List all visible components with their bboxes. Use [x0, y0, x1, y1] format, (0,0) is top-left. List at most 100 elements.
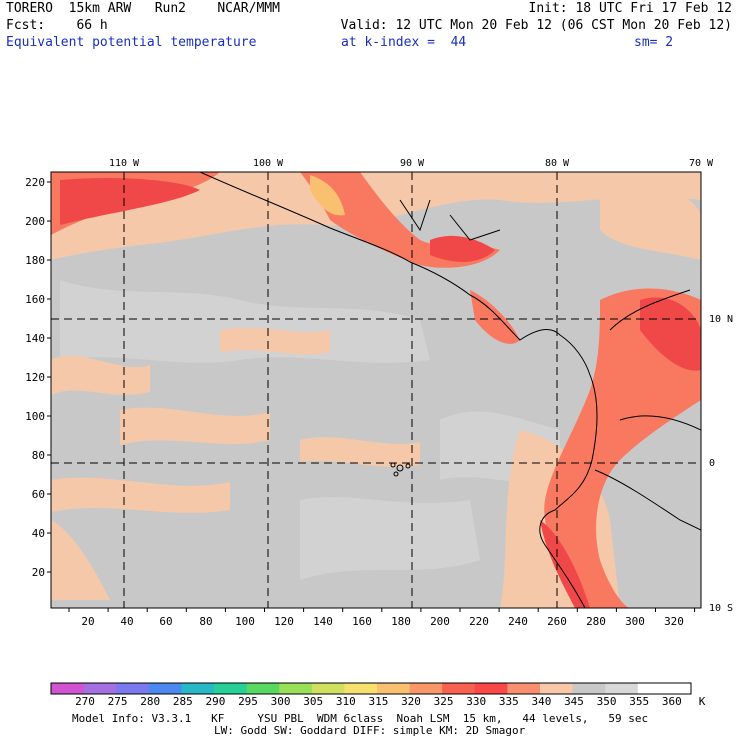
legend-label: 320 [401, 695, 421, 708]
x-tick-label: 260 [547, 615, 567, 628]
level-label: at k-index = 44 [341, 35, 467, 50]
lon-label: 70 W [689, 158, 714, 169]
legend-color-box [83, 683, 117, 694]
y-tick-label: 100 [25, 410, 45, 423]
legend-color-box [344, 683, 378, 694]
legend-label: 350 [597, 695, 617, 708]
legend-label: 275 [108, 695, 128, 708]
model-run-title: TORERO 15km ARW Run2 NCAR/MMM [6, 1, 280, 16]
legend-label: 280 [140, 695, 160, 708]
legend-label: 325 [434, 695, 454, 708]
lon-label: 110 W [109, 158, 140, 169]
x-tick-label: 40 [120, 615, 133, 628]
legend-label: 270 [75, 695, 95, 708]
legend-color-box [148, 683, 182, 694]
legend-label: 340 [531, 695, 551, 708]
x-tick-label: 120 [274, 615, 294, 628]
legend-color-box [116, 683, 150, 694]
legend-color-box [181, 683, 215, 694]
x-tick-label: 20 [81, 615, 94, 628]
y-tick-label: 40 [32, 527, 45, 540]
x-tick-label: 200 [430, 615, 450, 628]
y-tick-marks [47, 181, 51, 573]
legend-labels: 270 275 280 285 290 295 300 305 310 315 320 325 330 3… [75, 695, 682, 708]
y-tick-label: 60 [32, 488, 45, 501]
x-tick-label: 80 [199, 615, 212, 628]
lon-label: 80 W [545, 158, 570, 169]
legend-color-box [474, 683, 508, 694]
valid-time: Valid: 12 UTC Mon 20 Feb 12 (06 CST Mon … [340, 18, 732, 33]
y-tick-label: 160 [25, 293, 45, 306]
legend-label: 310 [336, 695, 356, 708]
y-axis-labels: 20 40 60 80 100 120 140 160 180 200 220 [25, 176, 45, 579]
legend-label: 305 [303, 695, 323, 708]
x-axis-labels: 20 40 60 80 100 120 140 160 180 200 220 … [81, 615, 684, 628]
legend-label: 330 [466, 695, 486, 708]
field-355-patches [60, 280, 560, 580]
lon-label: 100 W [253, 158, 284, 169]
field-name: Equivalent potential temperature [6, 35, 257, 50]
legend-label: 315 [368, 695, 388, 708]
x-tick-label: 160 [352, 615, 372, 628]
y-tick-label: 200 [25, 215, 45, 228]
plot-frame [50, 171, 702, 609]
color-legend [51, 683, 671, 694]
lat-label: 0 [709, 458, 715, 469]
latitude-labels: 10 N 0 10 S [709, 314, 733, 614]
legend-label: 300 [271, 695, 291, 708]
legend-color-box [572, 683, 606, 694]
legend-color-box [51, 683, 85, 694]
field-335-cores [60, 178, 701, 608]
legend-color-box [377, 683, 411, 694]
x-tick-label: 140 [313, 615, 333, 628]
x-tick-label: 240 [508, 615, 528, 628]
legend-color-box [637, 683, 671, 694]
legend-color-box [409, 683, 443, 694]
y-tick-label: 20 [32, 566, 45, 579]
y-tick-label: 180 [25, 254, 45, 267]
coastlines [199, 172, 701, 608]
legend-unit: K [699, 695, 706, 708]
lat-label: 10 S [709, 603, 733, 614]
forecast-hour: Fcst: 66 h [6, 18, 108, 33]
legend-label: 285 [173, 695, 193, 708]
lon-label: 90 W [400, 158, 425, 169]
y-tick-label: 120 [25, 371, 45, 384]
y-tick-label: 220 [25, 176, 45, 189]
latlon-grid [51, 172, 701, 608]
smoothing-label: sm= 2 [634, 35, 674, 50]
legend-color-box [279, 683, 313, 694]
x-tick-label: 280 [586, 615, 606, 628]
legend-color-box [214, 683, 248, 694]
lat-label: 10 N [709, 314, 733, 325]
legend-color-box [540, 683, 574, 694]
legend-label: 355 [629, 695, 649, 708]
legend-color-box [311, 683, 345, 694]
init-time: Init: 18 UTC Fri 17 Feb 12 [528, 1, 733, 16]
legend-color-box [246, 683, 280, 694]
legend-label: 360 [662, 695, 682, 708]
field-320-highlight [310, 175, 345, 216]
x-tick-label: 180 [391, 615, 411, 628]
legend-label: 295 [238, 695, 258, 708]
y-tick-label: 80 [32, 449, 45, 462]
x-tick-label: 100 [235, 615, 255, 628]
x-tick-marks [68, 608, 696, 612]
legend-frame [50, 682, 692, 695]
legend-label: 290 [205, 695, 225, 708]
x-tick-label: 220 [469, 615, 489, 628]
map-field [51, 172, 701, 608]
legend-color-box [442, 683, 476, 694]
model-info-line1: Model Info: V3.3.1 KF YSU PBL WDM 6class… [72, 712, 649, 725]
x-tick-label: 300 [625, 615, 645, 628]
x-tick-label: 320 [664, 615, 684, 628]
x-tick-label: 60 [159, 615, 172, 628]
legend-color-box [507, 683, 541, 694]
legend-label: 335 [499, 695, 519, 708]
y-tick-label: 140 [25, 332, 45, 345]
longitude-labels: 110 W 100 W 90 W 80 W 70 W [109, 158, 714, 169]
legend-label: 345 [564, 695, 584, 708]
legend-color-box [605, 683, 639, 694]
model-info-line2: LW: Godd SW: Goddard DIFF: simple KM: 2D… [214, 724, 526, 737]
